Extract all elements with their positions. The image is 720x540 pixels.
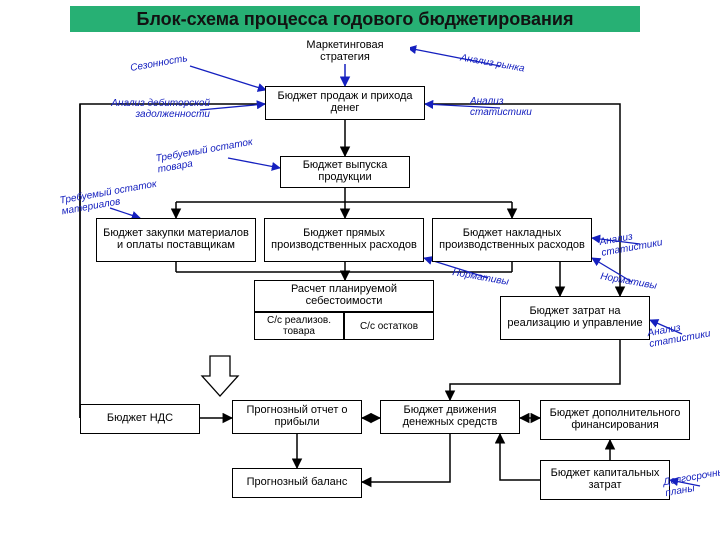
label: Расчет планируемой себестоимости — [259, 284, 429, 307]
label: Бюджет продаж и прихода денег — [270, 91, 420, 114]
node-procure: Бюджет закупки материалов и оплаты поста… — [96, 218, 256, 262]
annot-debt: Анализ дебиторской задолженности — [90, 98, 210, 120]
node-plancost: Расчет планируемой себестоимости — [254, 280, 434, 312]
label: Бюджет прямых производственных расходов — [269, 228, 419, 251]
node-overhead: Бюджет накладных производственных расход… — [432, 218, 592, 262]
label: Бюджет выпуска продукции — [285, 160, 405, 183]
canvas: { "title": "Блок-схема процесса годового… — [0, 0, 720, 540]
flow-edges — [0, 0, 720, 540]
page-title: Блок-схема процесса годового бюджетирова… — [137, 9, 574, 30]
annot-norms1: Нормативы — [451, 267, 509, 288]
node-output: Бюджет выпуска продукции — [280, 156, 410, 188]
annot-stats2: Анализ статистики — [599, 223, 682, 259]
annot-market: Анализ рынка — [460, 52, 526, 74]
label: Бюджет НДС — [107, 413, 173, 425]
label: Бюджет затрат на реализацию и управление — [505, 306, 645, 329]
node-marketing: Маркетинговая стратегия — [280, 40, 410, 64]
label: Прогнозный баланс — [247, 477, 348, 489]
annot-season: Сезонность — [129, 53, 188, 74]
label: С/с остатков — [360, 321, 418, 332]
annot-stats3: Анализ статистики — [647, 316, 720, 350]
annot-stats1: Анализ статистики — [470, 96, 560, 118]
label: Бюджет закупки материалов и оплаты поста… — [101, 228, 251, 251]
node-cashflow: Бюджет движения денежных средств — [380, 400, 520, 434]
node-direct: Бюджет прямых производственных расходов — [264, 218, 424, 262]
annot-norms2: Нормативы — [599, 271, 657, 292]
title-bar: Блок-схема процесса годового бюджетирова… — [70, 6, 640, 32]
label: Бюджет дополнительного финансирования — [545, 408, 685, 431]
node-capex: Бюджет капитальных затрат — [540, 460, 670, 500]
node-sc-real: С/с реализов. товара — [254, 312, 344, 340]
node-vat: Бюджет НДС — [80, 404, 200, 434]
node-addfin: Бюджет дополнительного финансирования — [540, 400, 690, 440]
label: Бюджет накладных производственных расход… — [437, 228, 587, 251]
annot-longterm: Долгосрочные планы — [663, 467, 720, 499]
label: Бюджет движения денежных средств — [385, 405, 515, 428]
node-budget-rs: Бюджет затрат на реализацию и управление — [500, 296, 650, 340]
label: Прогнозный отчет о прибыли — [237, 405, 357, 428]
node-balance: Прогнозный баланс — [232, 468, 362, 498]
node-profit: Прогнозный отчет о прибыли — [232, 400, 362, 434]
node-sc-rem: С/с остатков — [344, 312, 434, 340]
label: Бюджет капитальных затрат — [545, 468, 665, 491]
label: С/с реализов. товара — [255, 315, 343, 337]
annot-reqstock: Требуемый остаток товара — [155, 135, 267, 176]
node-sales: Бюджет продаж и прихода денег — [265, 86, 425, 120]
annot-reqmat: Требуемый остаток материалов — [59, 177, 171, 218]
label: Маркетинговая стратегия — [284, 40, 406, 63]
